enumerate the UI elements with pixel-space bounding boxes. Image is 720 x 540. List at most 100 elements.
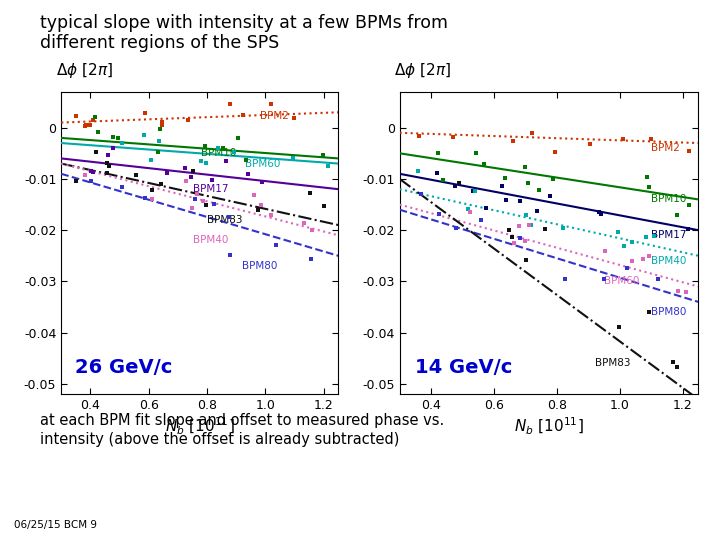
Point — [156, 118, 167, 126]
Point — [448, 133, 459, 141]
Point — [449, 181, 460, 190]
Point — [612, 227, 624, 236]
Point — [431, 168, 443, 177]
Point — [192, 190, 203, 199]
Point — [240, 156, 252, 165]
Point — [200, 200, 212, 209]
Point — [450, 224, 462, 233]
Text: BPM83: BPM83 — [595, 359, 630, 368]
Point — [507, 137, 518, 146]
Point — [138, 131, 150, 139]
Point — [266, 210, 277, 219]
Point — [224, 100, 235, 109]
Point — [438, 176, 449, 185]
Point — [145, 156, 156, 165]
Point — [595, 210, 606, 218]
Point — [683, 224, 694, 233]
Point — [288, 113, 300, 122]
Point — [613, 322, 625, 331]
Point — [667, 358, 679, 367]
Point — [496, 181, 508, 190]
Text: at each BPM fit slope and offset to measured phase vs.: at each BPM fit slope and offset to meas… — [40, 413, 444, 428]
Point — [621, 264, 632, 272]
Text: BPM60: BPM60 — [604, 276, 639, 286]
Point — [520, 255, 531, 264]
Point — [539, 225, 551, 233]
Point — [649, 232, 660, 240]
Point — [500, 196, 512, 205]
Point — [206, 176, 217, 185]
Point — [593, 207, 605, 216]
Point — [101, 159, 112, 167]
Point — [464, 207, 475, 216]
Point — [85, 177, 96, 185]
Point — [103, 161, 114, 170]
Point — [147, 195, 158, 204]
Point — [85, 166, 96, 175]
Point — [514, 197, 526, 205]
Point — [480, 204, 491, 212]
Point — [199, 141, 211, 150]
Point — [248, 191, 259, 199]
Point — [153, 137, 164, 146]
Text: BPM17: BPM17 — [192, 184, 228, 194]
Point — [305, 188, 316, 197]
Point — [252, 206, 264, 214]
Point — [224, 213, 235, 221]
Point — [256, 178, 268, 186]
Point — [255, 200, 266, 209]
Point — [182, 116, 194, 124]
Point — [626, 256, 638, 265]
Text: intensity (above the offset is already subtracted): intensity (above the offset is already s… — [40, 432, 399, 447]
Point — [155, 180, 166, 188]
Text: BPM83: BPM83 — [207, 215, 243, 225]
Point — [652, 275, 664, 284]
Point — [317, 151, 328, 159]
Point — [161, 168, 172, 177]
Point — [585, 140, 596, 149]
Point — [242, 170, 253, 178]
Point — [520, 163, 531, 171]
Point — [413, 132, 424, 140]
Point — [499, 174, 510, 183]
Point — [643, 252, 654, 260]
Point — [238, 111, 249, 119]
Point — [217, 144, 229, 153]
Point — [469, 187, 481, 195]
Point — [146, 185, 158, 194]
Point — [559, 275, 571, 284]
Text: $\Delta\phi\ [2\pi]$: $\Delta\phi\ [2\pi]$ — [55, 60, 112, 80]
Point — [640, 233, 652, 241]
Text: BPM80: BPM80 — [242, 261, 277, 271]
X-axis label: $N_b\ [10^{11}]$: $N_b\ [10^{11}]$ — [514, 416, 584, 437]
Point — [645, 135, 657, 144]
Point — [643, 183, 654, 191]
Point — [306, 226, 318, 234]
Point — [186, 204, 198, 212]
Point — [220, 157, 232, 166]
Text: BPM2: BPM2 — [260, 111, 289, 122]
Point — [233, 134, 244, 143]
Point — [79, 170, 91, 179]
Point — [71, 112, 82, 120]
Point — [513, 221, 524, 230]
Point — [600, 247, 611, 256]
Point — [467, 187, 479, 195]
Point — [91, 147, 102, 156]
Point — [108, 144, 120, 153]
Point — [322, 161, 333, 170]
Point — [187, 167, 199, 176]
Point — [683, 200, 695, 209]
Point — [415, 190, 426, 199]
Point — [534, 186, 545, 194]
Point — [549, 148, 561, 157]
Point — [546, 175, 558, 184]
Point — [618, 242, 629, 251]
Point — [474, 215, 486, 224]
Point — [413, 167, 424, 176]
Point — [102, 168, 113, 177]
Text: BPM10: BPM10 — [651, 194, 687, 205]
Point — [224, 251, 235, 260]
Point — [531, 207, 543, 216]
Point — [521, 211, 532, 220]
